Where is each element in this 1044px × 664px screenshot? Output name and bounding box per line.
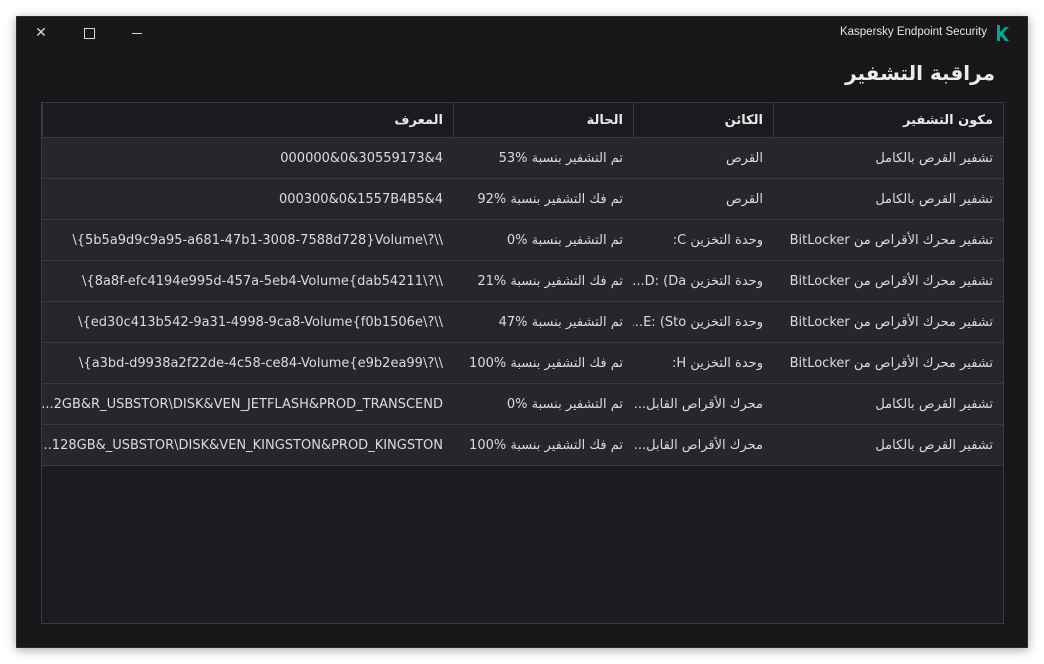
table-row[interactable]: تشفير القرص بالكامل القرص تم فك التشفير بن… [42, 179, 1003, 220]
id-cell-text: ...128GB&_USBSTOR\DISK&VEN_KINGSTON&PROD… [42, 437, 443, 453]
id-cell: \{a3bd-d9938a2f22de-4c58-ce84-Volume{e9b… [42, 343, 453, 383]
id-cell: 000000&0&30559173&4 [42, 138, 453, 178]
title-bar: ✕ Kaspersky Endpoint Security [17, 17, 1027, 49]
status-cell-text: تم فك التشفير بنسبة %21 [477, 273, 623, 289]
component-cell-text: تشفير محرك الأقراص من BitLocker [789, 232, 993, 248]
object-cell: القرص [633, 138, 773, 178]
component-cell-text: تشفير محرك الأقراص من BitLocker [789, 273, 993, 289]
maximize-icon[interactable] [79, 23, 99, 43]
table-row[interactable]: تشفير محرك الأقراص من BitLocker وحدة التخ… [42, 302, 1003, 343]
table-row[interactable]: تشفير محرك الأقراص من BitLocker وحدة التخ… [42, 343, 1003, 384]
column-header-object[interactable]: الكائن [633, 103, 773, 137]
id-cell: \{8a8f-efc4194e995d-457a-5eb4-Volume{dab… [42, 261, 453, 301]
component-cell: تشفير القرص بالكامل [773, 138, 1003, 178]
object-cell-text: وحدة التخزين E: (Sto... [633, 314, 763, 330]
object-cell: وحدة التخزين C: [633, 220, 773, 260]
status-cell: تم فك التشفير بنسبة %100 [453, 343, 633, 383]
status-cell-text: تم التشفير بنسبة %0 [506, 396, 623, 412]
close-icon[interactable]: ✕ [35, 25, 47, 41]
component-cell: تشفير محرك الأقراص من BitLocker [773, 220, 1003, 260]
object-cell: وحدة التخزين E: (Sto... [633, 302, 773, 342]
component-cell: تشفير القرص بالكامل [773, 179, 1003, 219]
status-cell-text: تم فك التشفير بنسبة %100 [469, 355, 623, 371]
object-cell-text: القرص [725, 150, 763, 166]
id-cell-text: \{5b5a9d9c9a95-a681-47b1-3008-7588d728}V… [72, 232, 443, 248]
column-header-status[interactable]: الحالة [453, 103, 633, 137]
app-window: ✕ Kaspersky Endpoint Security مراقبة الت… [16, 16, 1028, 648]
id-cell: \{ed30c413b542-9a31-4998-9ca8-Volume{f0b… [42, 302, 453, 342]
object-cell: وحدة التخزين H: [633, 343, 773, 383]
table-row[interactable]: تشفير القرص بالكامل القرص تم التشفير بنسبة… [42, 138, 1003, 179]
object-cell-text: وحدة التخزين C: [672, 232, 763, 248]
component-cell-text: تشفير القرص بالكامل [875, 150, 993, 166]
id-cell-text: \{a3bd-d9938a2f22de-4c58-ce84-Volume{e9b… [79, 355, 443, 371]
status-cell: تم التشفير بنسبة %0 [453, 220, 633, 260]
kaspersky-logo-icon [997, 25, 1009, 41]
status-cell-text: تم التشفير بنسبة %47 [498, 314, 623, 330]
encryption-table: مكون التشفير الكائن الحالة المعرف تشفير … [41, 102, 1004, 624]
object-cell-text: محرك الأقراص القابل... [633, 396, 763, 412]
object-cell: القرص [633, 179, 773, 219]
id-cell: ...128GB&_USBSTOR\DISK&VEN_KINGSTON&PROD… [42, 425, 453, 465]
status-cell-text: تم التشفير بنسبة %53 [498, 150, 623, 166]
id-cell: ...2GB&R_USBSTOR\DISK&VEN_JETFLASH&PROD_… [42, 384, 453, 424]
object-cell-text: وحدة التخزين D: (Da... [633, 273, 763, 289]
id-cell-text: \{ed30c413b542-9a31-4998-9ca8-Volume{f0b… [78, 314, 443, 330]
table-row[interactable]: تشفير القرص بالكامل محرك الأقراص القابل..… [42, 384, 1003, 425]
status-cell: تم التشفير بنسبة %47 [453, 302, 633, 342]
component-cell-text: تشفير محرك الأقراص من BitLocker [789, 314, 993, 330]
status-cell: تم فك التشفير بنسبة %100 [453, 425, 633, 465]
table-row[interactable]: تشفير محرك الأقراص من BitLocker وحدة التخ… [42, 261, 1003, 302]
table-row[interactable]: تشفير القرص بالكامل محرك الأقراص القابل..… [42, 425, 1003, 466]
column-header-id[interactable]: المعرف [42, 103, 453, 137]
id-cell-text: ...2GB&R_USBSTOR\DISK&VEN_JETFLASH&PROD_… [42, 396, 443, 412]
status-cell: تم التشفير بنسبة %53 [453, 138, 633, 178]
minimize-icon[interactable] [127, 23, 147, 43]
column-header-component[interactable]: مكون التشفير [773, 103, 1003, 137]
status-cell: تم فك التشفير بنسبة %21 [453, 261, 633, 301]
id-cell-text: 000300&0&1557B4B5&4 [278, 191, 443, 207]
object-cell-text: وحدة التخزين H: [672, 355, 763, 371]
id-cell-text: 000000&0&30559173&4 [280, 150, 443, 166]
status-cell-text: تم التشفير بنسبة %0 [506, 232, 623, 248]
object-cell: وحدة التخزين D: (Da... [633, 261, 773, 301]
status-cell-text: تم فك التشفير بنسبة %100 [469, 437, 623, 453]
id-cell: 000300&0&1557B4B5&4 [42, 179, 453, 219]
component-cell-text: تشفير محرك الأقراص من BitLocker [789, 355, 993, 371]
id-cell: \{5b5a9d9c9a95-a681-47b1-3008-7588d728}V… [42, 220, 453, 260]
component-cell-text: تشفير القرص بالكامل [875, 396, 993, 412]
status-cell-text: تم فك التشفير بنسبة %92 [477, 191, 623, 207]
object-cell: محرك الأقراص القابل... [633, 384, 773, 424]
table-header: مكون التشفير الكائن الحالة المعرف [42, 103, 1003, 138]
app-title: Kaspersky Endpoint Security [839, 26, 987, 38]
object-cell: محرك الأقراص القابل... [633, 425, 773, 465]
id-cell-text: \{8a8f-efc4194e995d-457a-5eb4-Volume{dab… [82, 273, 443, 289]
component-cell: تشفير القرص بالكامل [773, 384, 1003, 424]
component-cell-text: تشفير القرص بالكامل [875, 437, 993, 453]
component-cell: تشفير محرك الأقراص من BitLocker [773, 343, 1003, 383]
status-cell: تم التشفير بنسبة %0 [453, 384, 633, 424]
component-cell-text: تشفير القرص بالكامل [875, 191, 993, 207]
table-row[interactable]: تشفير محرك الأقراص من BitLocker وحدة التخ… [42, 220, 1003, 261]
component-cell: تشفير محرك الأقراص من BitLocker [773, 302, 1003, 342]
object-cell-text: القرص [725, 191, 763, 207]
status-cell: تم فك التشفير بنسبة %92 [453, 179, 633, 219]
page-title: مراقبة التشفير [845, 61, 995, 85]
object-cell-text: محرك الأقراص القابل... [633, 437, 763, 453]
component-cell: تشفير محرك الأقراص من BitLocker [773, 261, 1003, 301]
component-cell: تشفير القرص بالكامل [773, 425, 1003, 465]
